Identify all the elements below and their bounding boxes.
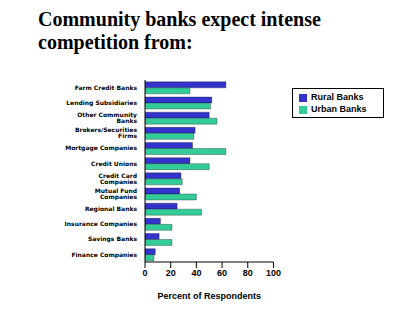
svg-text:Mutual FundCompanies: Mutual FundCompanies	[95, 187, 138, 201]
svg-text:60: 60	[217, 268, 227, 278]
svg-text:40: 40	[191, 268, 201, 278]
svg-text:Credit CardCompanies: Credit CardCompanies	[99, 172, 138, 186]
svg-text:Mortgage Companies: Mortgage Companies	[65, 144, 137, 152]
html-text:Urban Banks: Urban Banks	[311, 104, 367, 114]
svg-text:20: 20	[166, 268, 176, 278]
svg-text:Farm Credit Banks: Farm Credit Banks	[75, 84, 138, 91]
svg-text:Credit Unions: Credit Unions	[91, 160, 137, 167]
svg-text:Percent of Respondents: Percent of Respondents	[157, 291, 261, 301]
svg-text:0: 0	[142, 268, 147, 278]
svg-text:Brokers/SecuritiesFirms: Brokers/SecuritiesFirms	[75, 126, 138, 139]
svg-text:Savings Banks: Savings Banks	[88, 235, 137, 243]
svg-text:80: 80	[243, 268, 253, 278]
svg-text:Insurance Companies: Insurance Companies	[65, 220, 138, 228]
svg-text:Lending Subsidiaries: Lending Subsidiaries	[66, 99, 137, 107]
svg-text:Regional Banks: Regional Banks	[85, 205, 138, 213]
html-text:Rural Banks: Rural Banks	[311, 92, 364, 102]
svg-text:Other CommunityBanks: Other CommunityBanks	[77, 111, 137, 124]
svg-text:Finance Companies: Finance Companies	[71, 251, 137, 259]
html-text:Community banks expect intense: Community banks expect intense competiti…	[38, 8, 321, 53]
svg-text:100: 100	[266, 268, 281, 278]
